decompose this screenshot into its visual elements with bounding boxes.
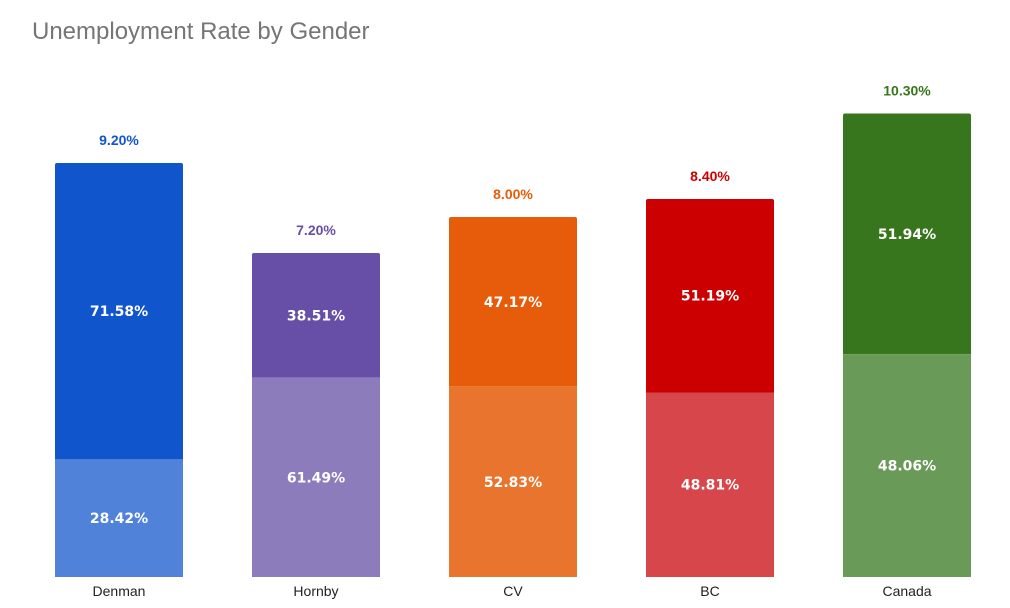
data-label-bottom-cv: 52.83% — [484, 475, 542, 491]
data-label-bottom-bc: 48.81% — [681, 478, 739, 494]
data-label-top-cv: 47.17% — [484, 295, 542, 311]
bar-segment-bottom-canada — [843, 354, 971, 577]
bar-segment-bottom-denman — [55, 459, 183, 577]
bar-segment-top-cv — [449, 217, 577, 387]
data-label-bottom-hornby: 61.49% — [287, 470, 345, 486]
data-label-top-hornby: 38.51% — [287, 308, 345, 324]
bar-segment-top-hornby — [252, 253, 380, 378]
x-tick-label-hornby: Hornby — [293, 583, 338, 599]
bar-segment-bottom-hornby — [252, 377, 380, 577]
total-label-bc: 8.40% — [690, 168, 730, 184]
data-label-top-denman: 71.58% — [90, 304, 148, 320]
total-label-cv: 8.00% — [493, 186, 533, 202]
data-label-bottom-canada: 48.06% — [878, 459, 936, 475]
bar-segment-top-canada — [843, 113, 971, 355]
bar-segment-bottom-bc — [646, 392, 774, 577]
x-tick-label-bc: BC — [700, 583, 719, 599]
x-tick-label-cv: CV — [503, 583, 523, 599]
bar-segment-top-denman — [55, 163, 183, 460]
x-tick-label-denman: Denman — [93, 583, 146, 599]
total-label-canada: 10.30% — [883, 83, 931, 99]
data-label-top-canada: 51.94% — [878, 227, 936, 243]
total-label-denman: 9.20% — [99, 132, 139, 148]
data-label-top-bc: 51.19% — [681, 289, 739, 305]
total-label-hornby: 7.20% — [296, 222, 336, 238]
chart-title: Unemployment Rate by Gender — [32, 18, 370, 45]
x-tick-label-canada: Canada — [882, 583, 931, 599]
bar-segment-top-bc — [646, 199, 774, 393]
bar-segment-bottom-cv — [449, 386, 577, 577]
data-label-bottom-denman: 28.42% — [90, 511, 148, 527]
